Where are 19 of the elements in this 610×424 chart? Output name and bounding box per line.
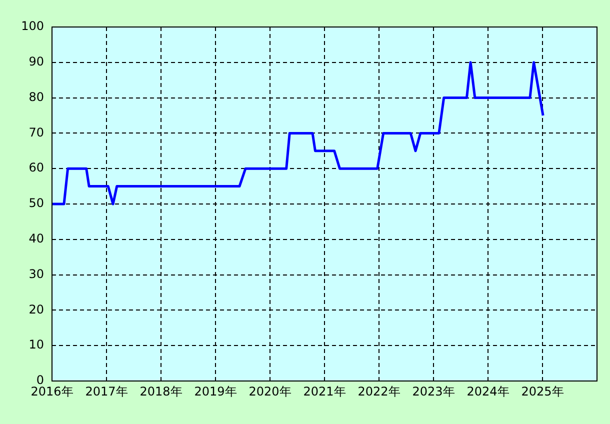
x-tick-label: 2021年 <box>303 384 346 398</box>
x-tick-label: 2018年 <box>140 384 182 398</box>
y-tick-label: 90 <box>28 54 44 69</box>
x-tick-label: 2020年 <box>248 384 292 398</box>
x-tick-label: 2019年 <box>194 384 237 398</box>
y-tick-label: 50 <box>28 196 44 210</box>
y-tick-label: 20 <box>28 302 44 316</box>
y-tick-label: 100 <box>21 19 44 34</box>
y-tick-label: 40 <box>28 232 44 246</box>
y-tick-label: 10 <box>28 338 44 352</box>
y-tick-label: 30 <box>28 266 44 281</box>
x-tick-label: 2024年 <box>466 384 510 398</box>
x-tick-label: 2017年 <box>85 384 128 398</box>
y-tick-label: 80 <box>28 90 44 104</box>
x-tick-label: 2023年 <box>412 384 455 398</box>
y-tick-label: 70 <box>28 125 44 140</box>
x-tick-label: 2025年 <box>521 384 564 398</box>
x-tick-label: 2022年 <box>358 384 400 398</box>
y-tick-label: 60 <box>28 160 44 175</box>
